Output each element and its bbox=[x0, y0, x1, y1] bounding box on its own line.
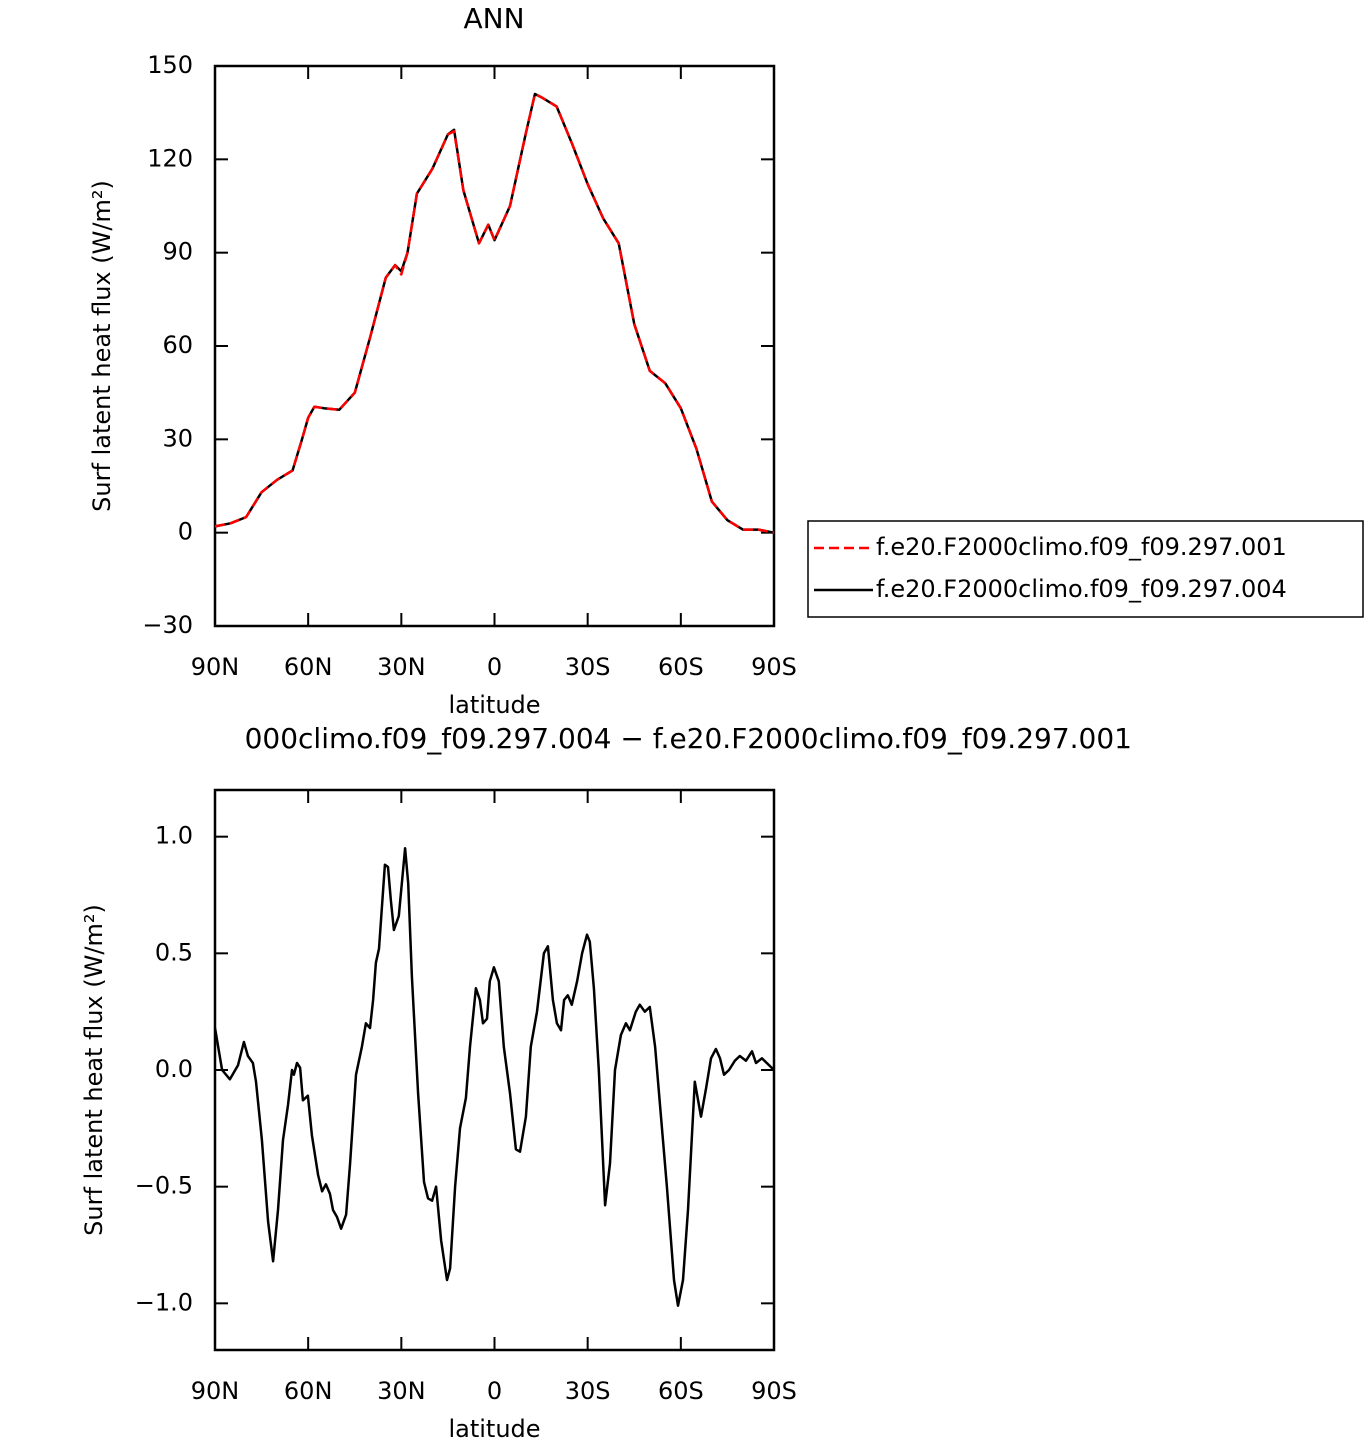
y-tick-label: −0.5 bbox=[135, 1172, 193, 1200]
x-tick-label: 0 bbox=[487, 1377, 502, 1405]
x-tick-label: 90N bbox=[191, 653, 240, 681]
y-tick-label: 120 bbox=[147, 144, 193, 172]
y-tick-label: 0 bbox=[178, 518, 193, 546]
x-tick-label: 30N bbox=[377, 1377, 426, 1405]
x-tick-label: 30S bbox=[565, 1377, 611, 1405]
y-tick-label: 1.0 bbox=[155, 822, 193, 850]
y-tick-label: 30 bbox=[162, 424, 193, 452]
x-tick-label: 30S bbox=[565, 653, 611, 681]
x-tick-label: 60S bbox=[658, 653, 704, 681]
chart-title: 000climo.f09_f09.297.004 − f.e20.F2000cl… bbox=[245, 722, 1132, 755]
plot-frame bbox=[213, 788, 776, 1352]
x-axis-label: latitude bbox=[448, 1415, 540, 1443]
x-tick-label: 0 bbox=[487, 653, 502, 681]
y-tick-label: 0.5 bbox=[155, 938, 193, 966]
x-tick-label: 60S bbox=[658, 1377, 704, 1405]
legend-label: f.e20.F2000climo.f09_f09.297.001 bbox=[876, 533, 1287, 561]
x-tick-label: 60N bbox=[284, 653, 333, 681]
series-line bbox=[213, 847, 775, 1307]
y-tick-label: 0.0 bbox=[155, 1055, 193, 1083]
y-axis-label: Surf latent heat flux (W/m²) bbox=[80, 904, 108, 1236]
y-tick-label: 150 bbox=[147, 51, 193, 79]
y-tick-label: −1.0 bbox=[135, 1288, 193, 1316]
chart-title: ANN bbox=[463, 2, 524, 35]
legend-label: f.e20.F2000climo.f09_f09.297.004 bbox=[876, 575, 1287, 603]
y-axis-label: Surf latent heat flux (W/m²) bbox=[88, 180, 116, 512]
x-tick-label: 90S bbox=[751, 1377, 797, 1405]
series-line bbox=[214, 92, 775, 534]
x-tick-label: 30N bbox=[377, 653, 426, 681]
y-tick-label: 60 bbox=[162, 331, 193, 359]
x-tick-label: 90N bbox=[191, 1377, 240, 1405]
legend-box bbox=[807, 520, 1364, 618]
series-line bbox=[214, 92, 775, 534]
y-tick-label: −30 bbox=[142, 611, 193, 639]
plot-frame bbox=[213, 64, 776, 628]
x-tick-label: 90S bbox=[751, 653, 797, 681]
x-axis-label: latitude bbox=[448, 691, 540, 719]
y-tick-label: 90 bbox=[162, 238, 193, 266]
x-tick-label: 60N bbox=[284, 1377, 333, 1405]
